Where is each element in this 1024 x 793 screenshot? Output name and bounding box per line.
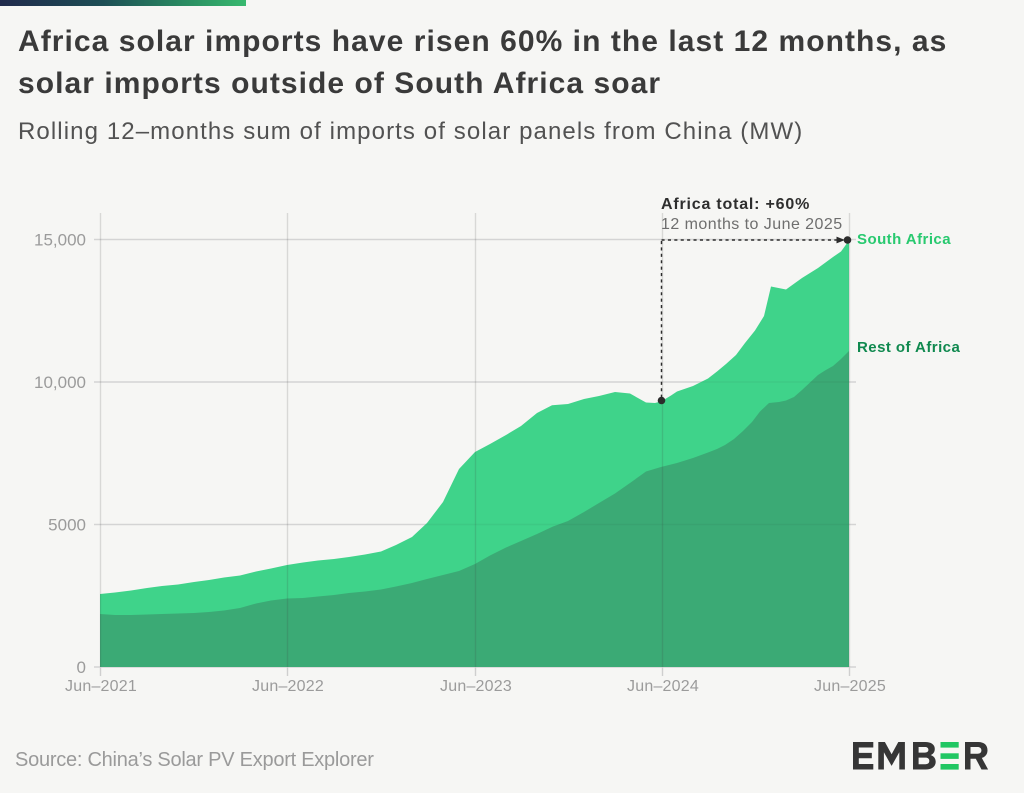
svg-text:Jun–2024: Jun–2024 — [627, 678, 699, 695]
svg-text:Jun–2022: Jun–2022 — [252, 678, 324, 695]
svg-text:5000: 5000 — [48, 516, 86, 535]
svg-text:Jun–2021: Jun–2021 — [65, 678, 137, 695]
svg-text:Jun–2025: Jun–2025 — [814, 678, 886, 695]
svg-text:0: 0 — [77, 658, 86, 677]
svg-text:Jun–2023: Jun–2023 — [440, 678, 512, 695]
svg-text:15,000: 15,000 — [34, 231, 86, 250]
svg-text:10,000: 10,000 — [34, 373, 86, 392]
